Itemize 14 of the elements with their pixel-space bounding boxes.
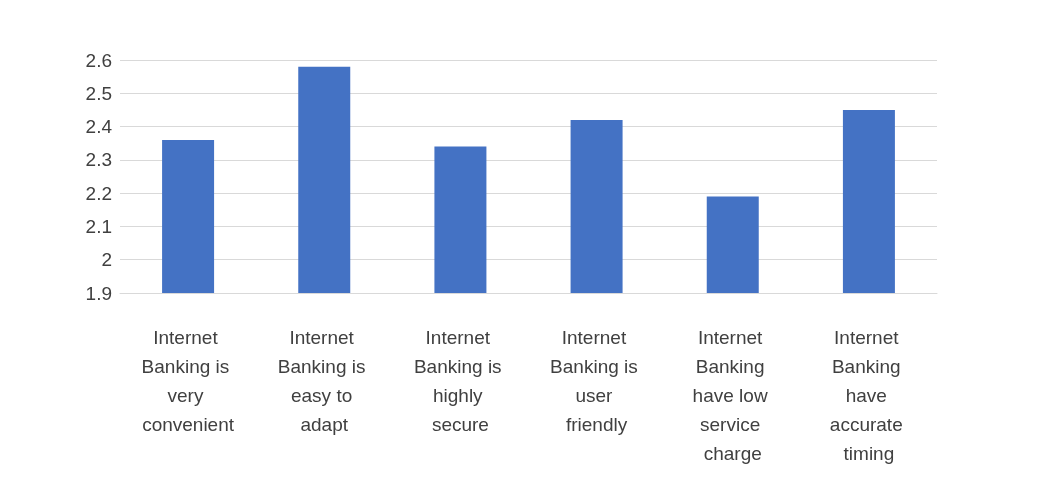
x-tick-label: Internet Banking is very convenient	[141, 327, 235, 435]
x-tick-label: Internet Banking have accurate timing	[829, 327, 908, 464]
y-tick-label: 2.2	[85, 182, 112, 204]
x-tick-label: Internet Banking is user friendly	[550, 327, 644, 435]
x-tick-label: Internet Banking have low service charge	[692, 327, 773, 464]
y-tick-label: 2.5	[85, 82, 112, 104]
y-tick-label: 2	[101, 249, 112, 271]
y-tick-label: 2.3	[85, 149, 112, 171]
x-tick-label: Internet Banking is highly secure	[413, 327, 507, 435]
y-tick-label: 1.9	[85, 282, 112, 304]
y-tick-label: 2.1	[85, 215, 112, 237]
y-tick-label: 2.4	[85, 116, 113, 138]
y-tick-label: 2.6	[85, 49, 112, 71]
x-tick-label: Internet Banking is easy to adapt	[277, 327, 371, 435]
